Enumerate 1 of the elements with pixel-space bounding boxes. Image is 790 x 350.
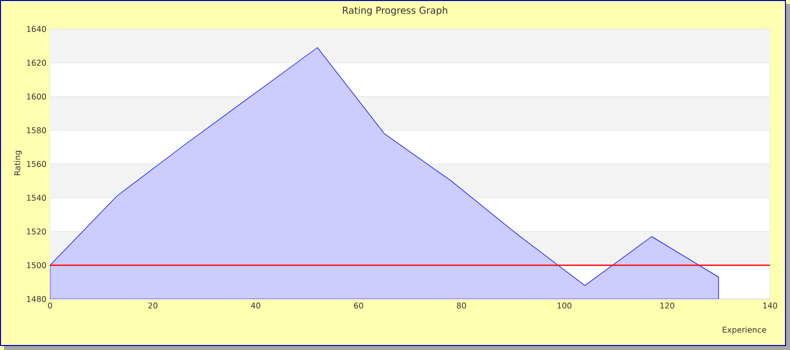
chart-title: Rating Progress Graph <box>342 6 448 16</box>
